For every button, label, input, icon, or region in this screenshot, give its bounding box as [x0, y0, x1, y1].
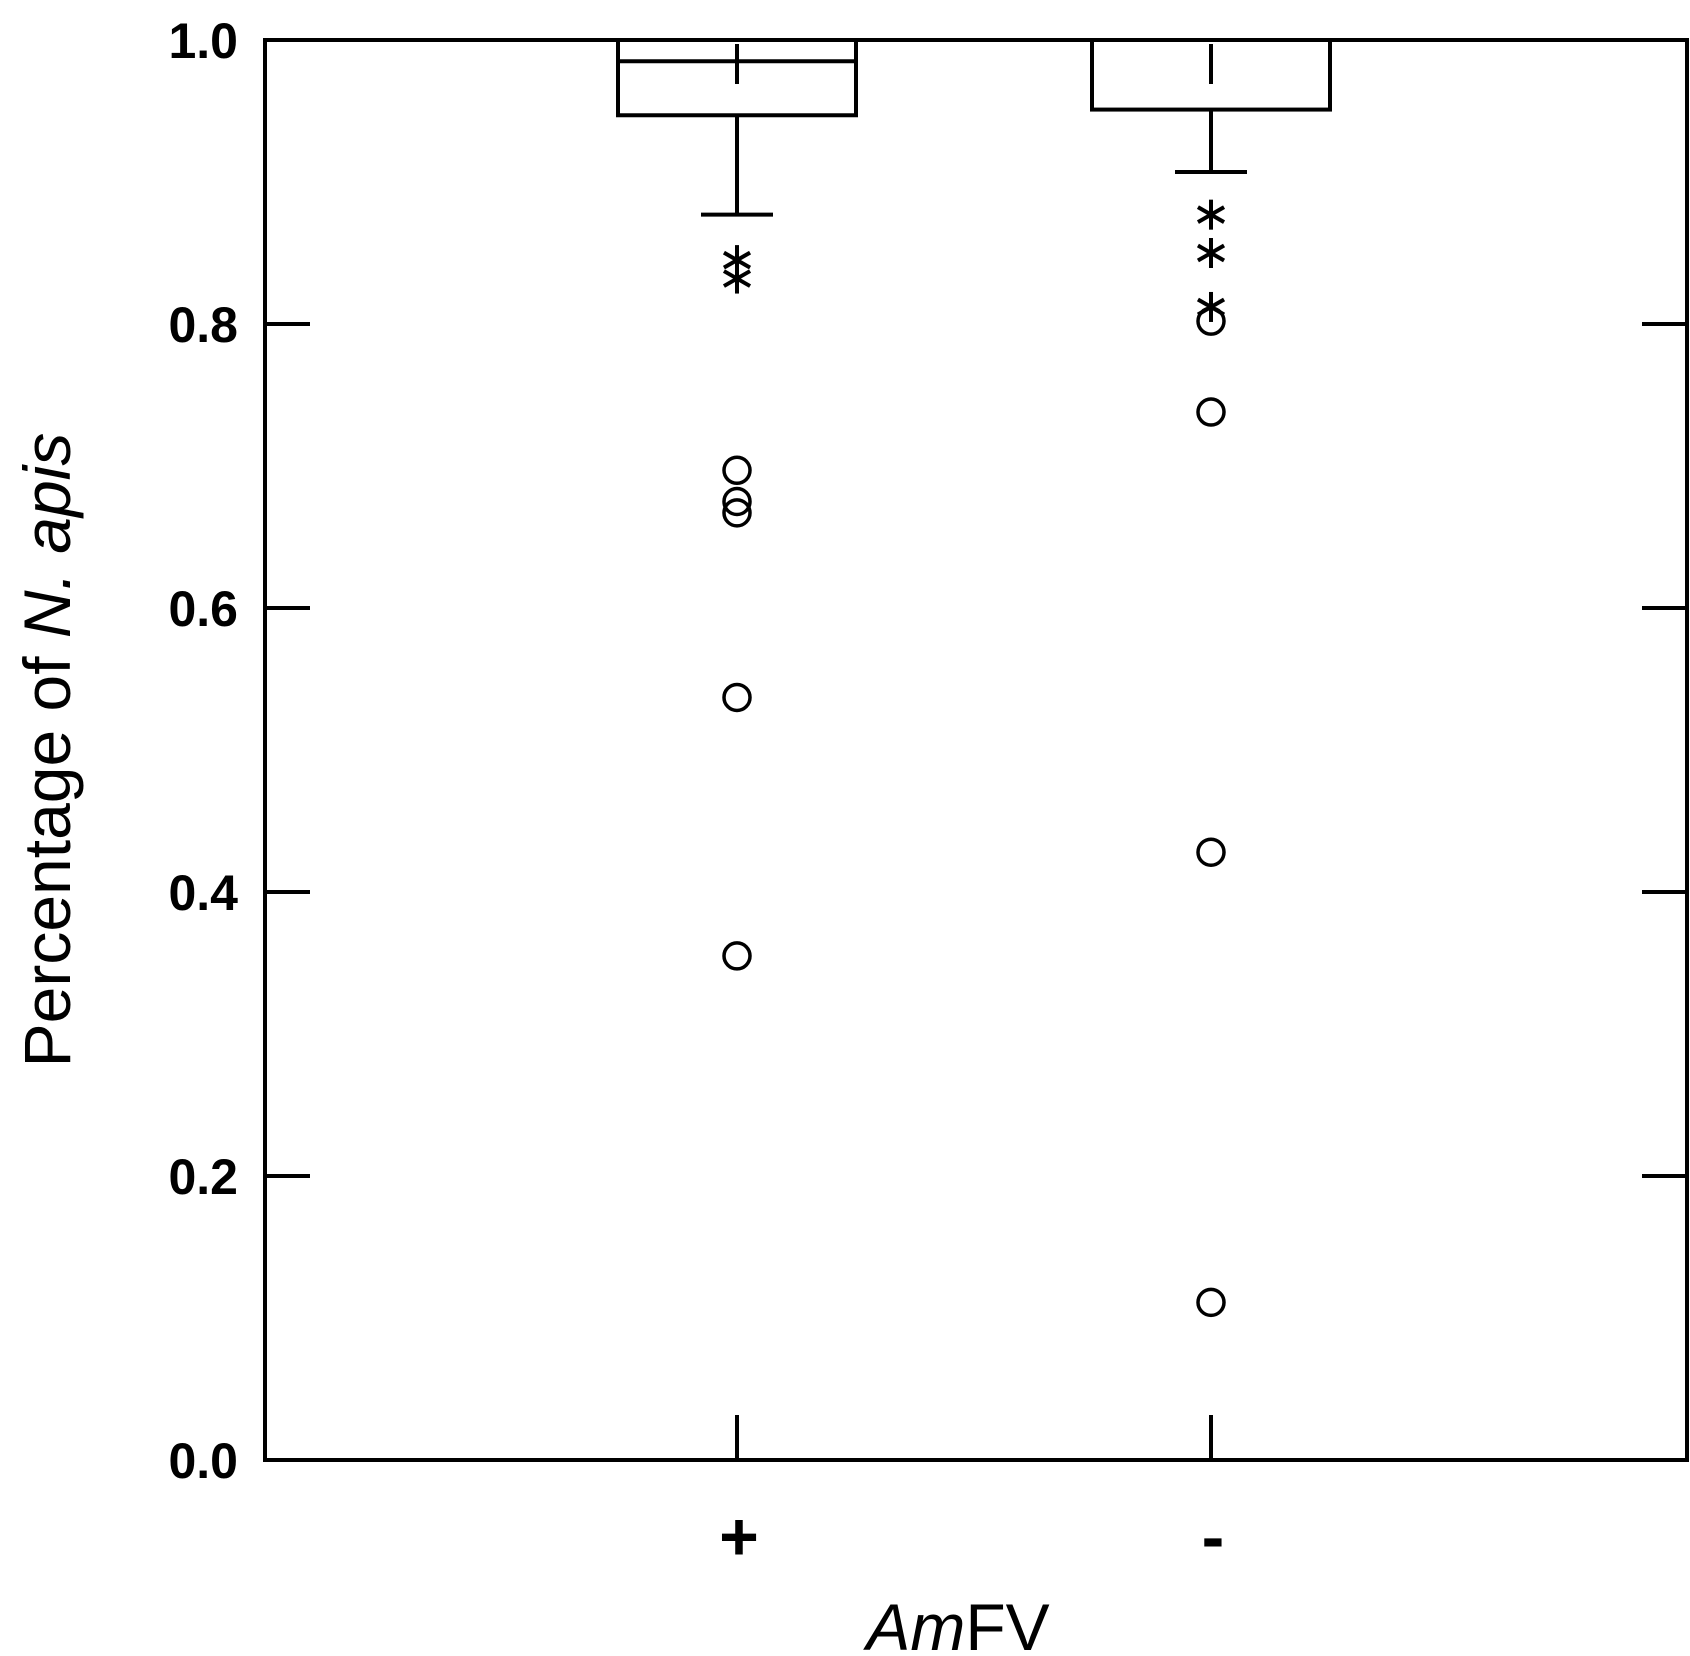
far-outlier-star	[1196, 199, 1226, 230]
plot-frame	[263, 38, 1689, 1462]
x-axis-title: AmFV	[862, 1590, 1049, 1656]
outlier-circle	[1196, 837, 1226, 867]
far-outlier-star	[722, 263, 752, 294]
star-stroke	[1196, 297, 1226, 317]
star-stroke	[722, 250, 752, 270]
outlier-circle	[722, 941, 752, 971]
star-stroke	[1196, 205, 1226, 224]
y-tick-label: 0.4	[168, 865, 238, 921]
star-stroke	[722, 269, 752, 288]
outlier-circle	[1196, 397, 1226, 427]
outlier-circle	[722, 455, 752, 486]
outlier-markers	[722, 199, 1226, 1318]
far-outlier-star	[1196, 291, 1226, 322]
y-axis-title: Percentage of N. apis	[10, 433, 84, 1068]
x-category-label: +	[719, 1499, 759, 1575]
y-tick-label: 0.2	[168, 1149, 238, 1205]
far-outlier-star	[1196, 238, 1226, 268]
y-tick-label: 0.6	[168, 581, 238, 637]
outlier-circle	[1196, 1287, 1226, 1318]
axis-ticks	[265, 40, 1687, 1460]
outlier-circle	[722, 486, 752, 517]
outlier-circle	[722, 498, 752, 528]
x-category-label: -	[1202, 1499, 1225, 1575]
outlier-circle	[722, 682, 752, 713]
y-tick-label: 1.0	[168, 13, 238, 69]
y-tick-label: 0.8	[168, 297, 238, 353]
box-series	[616, 38, 1332, 217]
y-tick-label: 0.0	[168, 1433, 238, 1489]
star-stroke	[1196, 243, 1226, 263]
axis-tick-labels: 0.0 0.2 0.4 0.6 0.8 1.0 + -	[168, 13, 1224, 1575]
